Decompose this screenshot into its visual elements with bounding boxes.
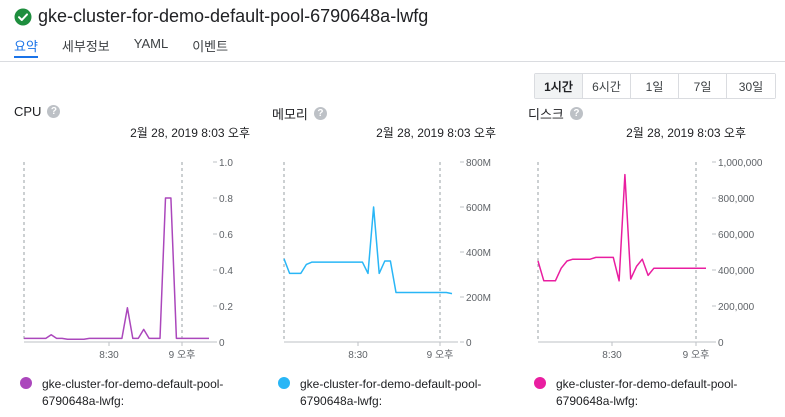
tab-divider xyxy=(0,61,785,62)
memory-chart: 0 200M 400M 600M 800M 8:30 9 오후 xyxy=(283,158,491,361)
x-tick-label: 8:30 xyxy=(348,350,368,361)
y-tick-label: 1.0 xyxy=(219,158,233,169)
x-tick-label: 9 오후 xyxy=(169,349,196,361)
disk-panel: 디스크 ? 2월 28, 2019 8:03 오후 0 200,000 400,00… xyxy=(528,100,784,410)
y-tick-label: 0.2 xyxy=(219,302,233,313)
y-tick-label: 200,000 xyxy=(718,302,755,313)
y-tick-label: 600M xyxy=(466,203,491,214)
x-tick-label: 8:30 xyxy=(602,350,622,361)
y-tick-label: 0 xyxy=(718,338,724,349)
time-range-selector: 1시간 6시간 1일 7일 30일 xyxy=(534,73,776,99)
legend-color-icon xyxy=(534,377,546,389)
y-tick-label: 0 xyxy=(466,338,472,349)
tab-summary[interactable]: 요약 xyxy=(14,36,38,58)
x-tick-label: 9 오후 xyxy=(427,349,454,361)
y-tick-label: 0.6 xyxy=(219,230,233,241)
series-line xyxy=(283,206,453,295)
page-title: gke-cluster-for-demo-default-pool-679064… xyxy=(38,6,429,26)
y-tick-label: 0.8 xyxy=(219,194,233,205)
help-icon[interactable]: ? xyxy=(47,105,61,118)
series-line xyxy=(24,197,209,341)
y-tick-label: 0 xyxy=(219,338,225,349)
y-tick-label: 0.4 xyxy=(219,266,233,277)
panel-title: CPU ? xyxy=(14,104,61,119)
memory-panel: 메모리 ? 2월 28, 2019 8:03 오후 0 200M 400M 600M 8… xyxy=(272,100,522,410)
legend-label: gke-cluster-for-demo-default-pool-679064… xyxy=(556,377,738,408)
x-tick-label: 9 오후 xyxy=(683,349,710,361)
cpu-chart: 0 0.2 0.4 0.6 0.8 1.0 8:30 9 오후 xyxy=(23,158,233,361)
panel-timestamp: 2월 28, 2019 8:03 오후 xyxy=(626,126,746,140)
range-1d-button[interactable]: 1일 xyxy=(631,74,679,98)
panel-title-label: CPU xyxy=(14,104,42,119)
y-tick-label: 400,000 xyxy=(718,266,755,277)
y-tick-label: 400M xyxy=(466,248,491,259)
title-row: gke-cluster-for-demo-default-pool-679064… xyxy=(14,6,428,27)
help-icon[interactable]: ? xyxy=(569,107,583,120)
y-tick-label: 1,000,000 xyxy=(718,158,763,169)
help-icon[interactable]: ? xyxy=(313,107,327,120)
panel-title-label: 메모리 xyxy=(272,107,308,122)
legend-color-icon xyxy=(278,377,290,389)
legend-label: gke-cluster-for-demo-default-pool-679064… xyxy=(42,377,224,408)
panel-timestamp: 2월 28, 2019 8:03 오후 xyxy=(130,126,250,140)
check-circle-icon xyxy=(14,8,32,25)
y-tick-label: 800,000 xyxy=(718,194,755,205)
y-tick-label: 600,000 xyxy=(718,230,755,241)
panel-timestamp: 2월 28, 2019 8:03 오후 xyxy=(376,126,496,140)
cpu-panel: CPU ? 2월 28, 2019 8:03 오후 0 0.2 0.4 0.6 0.8 1… xyxy=(14,100,264,410)
tab-bar: 요약 세부정보 YAML 이벤트 xyxy=(14,36,252,58)
panel-title-label: 디스크 xyxy=(528,107,564,122)
disk-chart: 0 200,000 400,000 600,000 800,000 1,000,000 8:… xyxy=(537,158,763,361)
legend-label: gke-cluster-for-demo-default-pool-679064… xyxy=(300,377,482,408)
y-tick-label: 200M xyxy=(466,293,491,304)
tab-details[interactable]: 세부정보 xyxy=(61,39,110,54)
tab-events[interactable]: 이벤트 xyxy=(192,39,229,54)
y-tick-label: 800M xyxy=(466,158,491,169)
range-30d-button[interactable]: 30일 xyxy=(727,74,775,98)
legend-color-icon xyxy=(20,377,32,389)
range-7d-button[interactable]: 7일 xyxy=(679,74,727,98)
series-line xyxy=(537,173,706,282)
panel-title: 디스크 ? xyxy=(528,104,583,123)
range-6h-button[interactable]: 6시간 xyxy=(583,74,631,98)
range-1h-button[interactable]: 1시간 xyxy=(535,74,583,98)
tab-yaml[interactable]: YAML xyxy=(133,36,169,51)
panel-title: 메모리 ? xyxy=(272,104,327,123)
x-tick-label: 8:30 xyxy=(99,350,119,361)
